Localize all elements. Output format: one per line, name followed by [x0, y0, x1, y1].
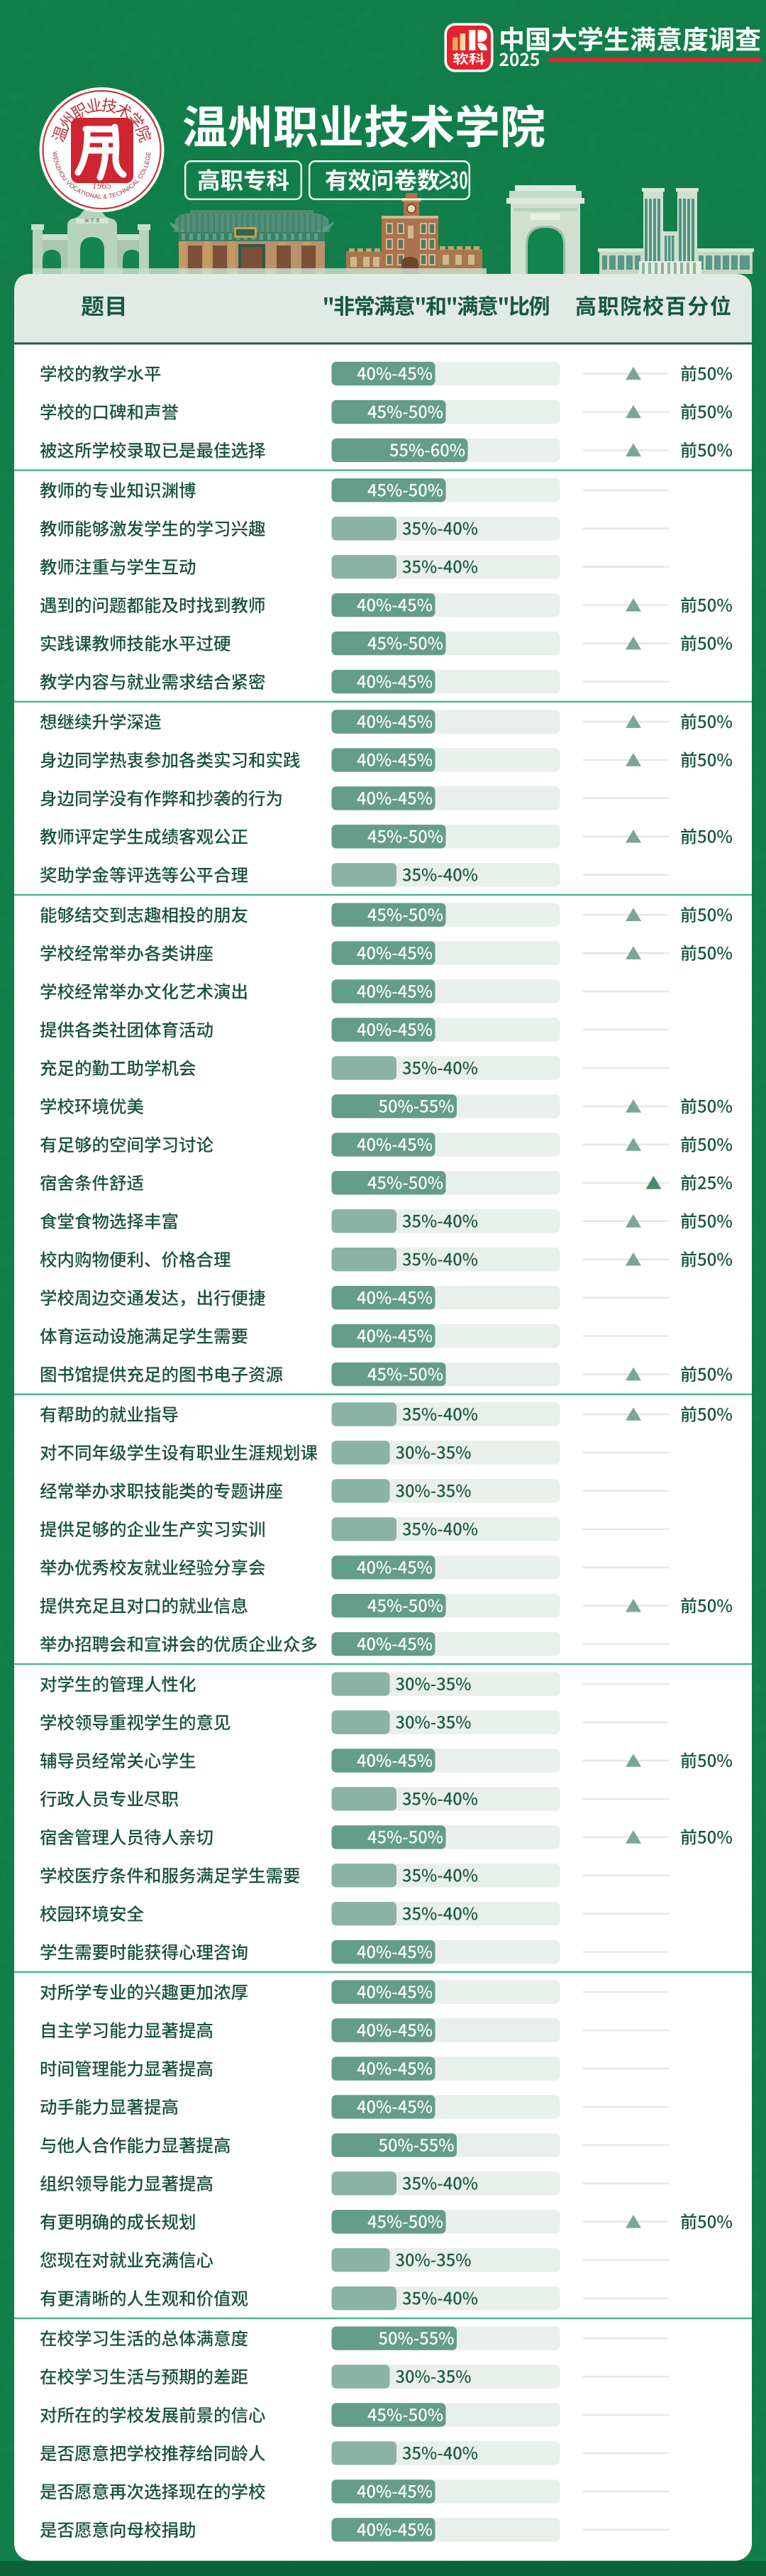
svg-text:国 学 清: 国 学 清	[84, 218, 99, 224]
svg-text:1965: 1965	[92, 180, 111, 191]
